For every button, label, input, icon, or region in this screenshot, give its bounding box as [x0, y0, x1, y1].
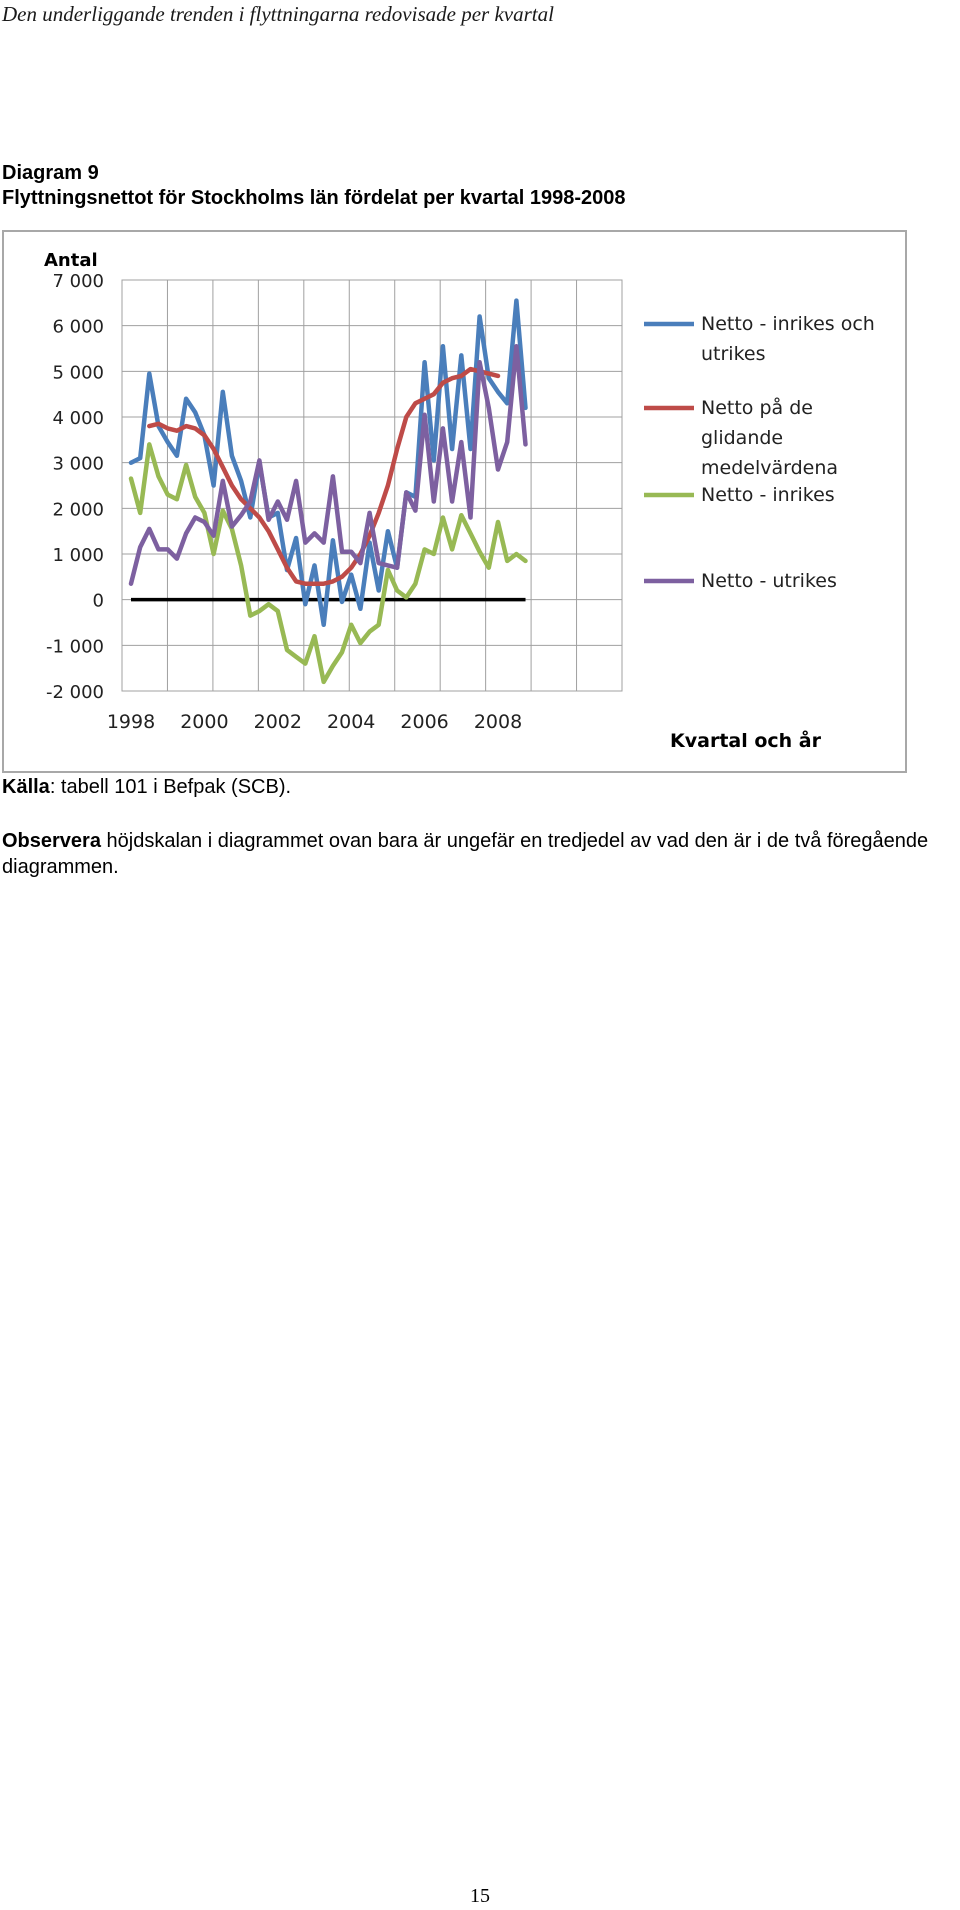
source-line: Källa: tabell 101 i Befpak (SCB).: [2, 775, 291, 799]
line-chart: Antal Kvartal och år -2 000 -1 000 0 1 000 2…: [44, 250, 875, 752]
series-line-netto-pa-de-glidande-medelvardena: [147, 366, 501, 586]
series-line-netto-inrikes: [128, 442, 528, 685]
y-tick-label: 5 000: [52, 362, 104, 383]
figure-title: Flyttningsnettot för Stockholms län förd…: [2, 187, 626, 209]
x-axis-label: Kvartal och år: [670, 728, 822, 752]
x-tick-label: 2006: [400, 711, 448, 733]
y-tick-label: 7 000: [52, 271, 104, 292]
source-text: : tabell 101 i Befpak (SCB).: [49, 776, 292, 798]
legend-label: Netto - utrikes: [701, 570, 837, 592]
y-tick-label: 1 000: [52, 545, 104, 566]
figure-label: Diagram 9: [2, 162, 99, 184]
chart-frame: Antal Kvartal och år -2 000 -1 000 0 1 000 2…: [2, 230, 907, 773]
x-tick-label: 2008: [474, 711, 522, 733]
source-label: Källa: [2, 776, 50, 798]
legend-label: Netto - inrikes och utrikes: [701, 313, 875, 365]
x-tick-label: 1998: [107, 711, 155, 733]
running-header: Den underliggande trenden i flyttningarn…: [2, 2, 554, 26]
note-paragraph: Observera höjdskalan i diagrammet ovan b…: [2, 828, 957, 880]
page-number: 15: [470, 1885, 490, 1907]
note-text: höjdskalan i diagrammet ovan bara är ung…: [2, 830, 929, 878]
series-line-netto-utrikes: [128, 343, 528, 586]
y-tick-label: -1 000: [46, 636, 104, 657]
legend-label: Netto - inrikes: [701, 484, 835, 506]
y-tick-label: 0: [93, 591, 104, 612]
y-tick-label: 2 000: [52, 499, 104, 520]
note-emphasis: Observera: [2, 830, 101, 852]
y-tick-label: 3 000: [52, 454, 104, 475]
x-tick-label: 2000: [180, 711, 228, 733]
legend-label: Netto på de glidande medelvärdena: [701, 396, 838, 479]
x-tick-label: 2004: [327, 711, 375, 733]
x-tick-label: 2002: [254, 711, 302, 733]
y-tick-label: 6 000: [52, 317, 104, 338]
y-tick-label: -2 000: [46, 682, 104, 703]
y-axis-label: Antal: [44, 250, 98, 271]
y-tick-label: 4 000: [52, 408, 104, 429]
